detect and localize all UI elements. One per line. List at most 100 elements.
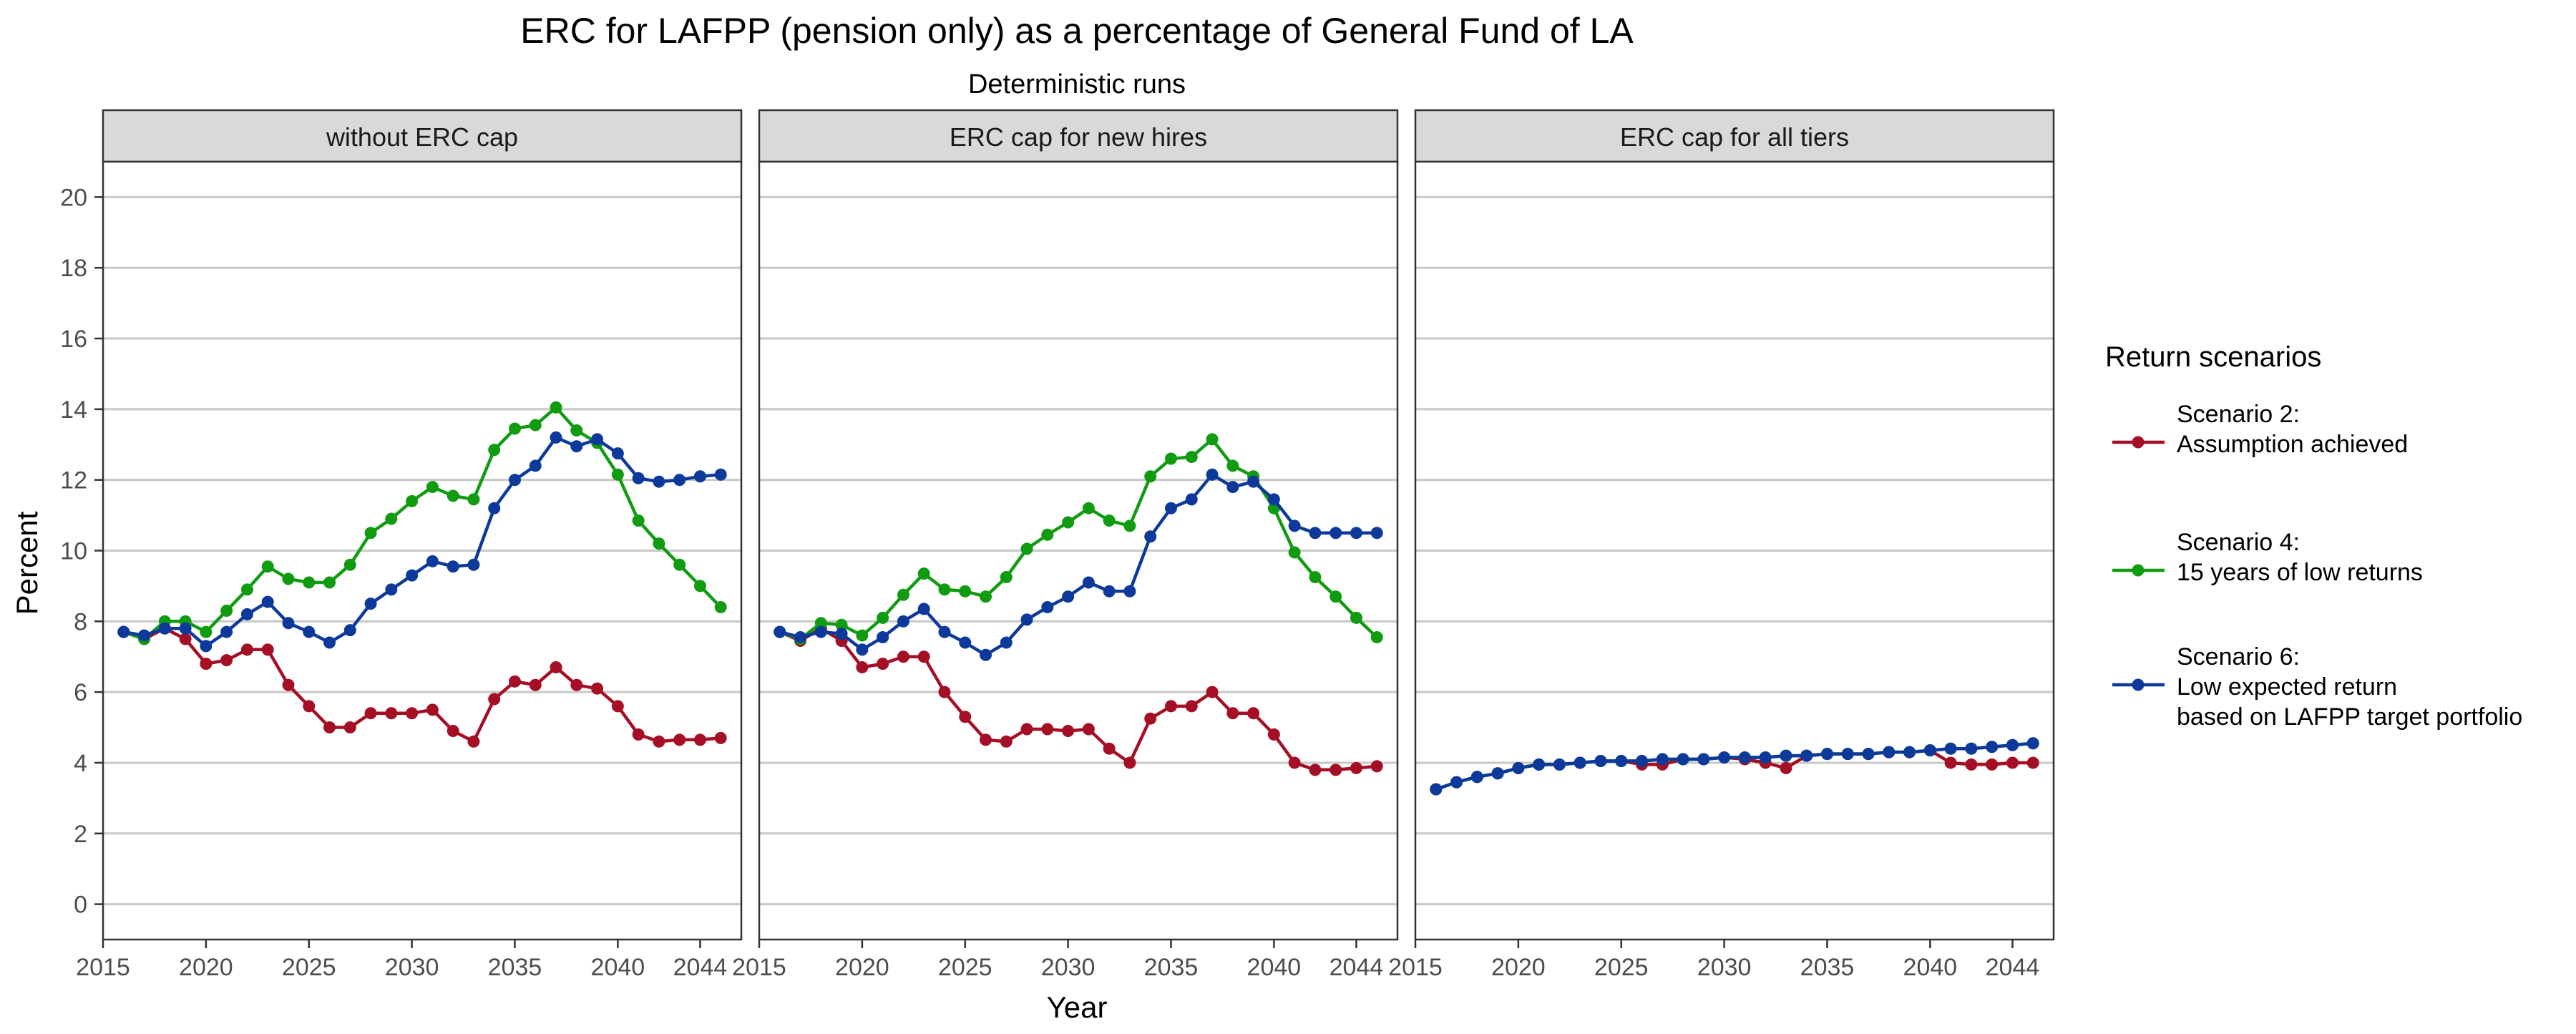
data-point: [1615, 754, 1628, 767]
data-point: [303, 576, 316, 589]
legend-label-line: Low expected return: [2177, 673, 2397, 701]
data-point: [570, 678, 583, 691]
data-point: [467, 493, 480, 506]
data-point: [570, 424, 583, 437]
chart-title: ERC for LAFPP (pension only) as a percen…: [520, 11, 1634, 51]
data-point: [261, 560, 274, 573]
x-tick-label: 2025: [282, 954, 336, 981]
data-point: [1000, 571, 1013, 584]
data-point: [1697, 753, 1710, 766]
data-point: [1986, 741, 1999, 753]
legend-label: Scenario 4: 15 years of low returns: [2177, 529, 2423, 586]
data-point: [385, 707, 398, 720]
data-point: [1062, 724, 1075, 737]
data-point: [611, 468, 624, 481]
data-point: [2006, 756, 2019, 769]
data-point: [343, 624, 356, 637]
data-point: [897, 588, 909, 601]
data-point: [1330, 590, 1342, 603]
data-point: [364, 598, 377, 610]
data-point: [1226, 481, 1239, 494]
data-point: [1144, 530, 1157, 543]
legend-label-line: Scenario 2:: [2177, 401, 2300, 428]
data-point: [1288, 520, 1301, 532]
data-point: [980, 733, 992, 746]
x-tick-label: 2015: [1388, 954, 1443, 981]
data-point: [117, 625, 130, 638]
data-point: [653, 475, 665, 488]
data-point: [364, 527, 377, 540]
data-point: [1082, 723, 1095, 736]
data-point: [261, 643, 274, 656]
data-point: [550, 401, 562, 414]
x-tick-label: 2020: [1491, 954, 1546, 981]
data-point: [1677, 753, 1689, 766]
legend-label-line: Assumption achieved: [2177, 431, 2408, 458]
data-point: [426, 481, 439, 494]
data-point: [343, 721, 356, 734]
data-point: [1267, 493, 1280, 506]
data-point: [1206, 468, 1219, 481]
data-point: [200, 658, 213, 670]
data-point: [406, 569, 419, 582]
data-point: [303, 625, 316, 638]
data-point: [1883, 746, 1896, 759]
data-point: [1144, 470, 1157, 483]
x-tick-label: 2044: [673, 954, 728, 981]
panel-border: [758, 160, 1399, 941]
data-point: [488, 444, 501, 457]
data-point: [1965, 742, 1978, 755]
data-point: [1041, 601, 1054, 614]
data-point: [938, 686, 951, 698]
data-point: [1164, 502, 1177, 514]
x-tick-label: 2044: [1986, 954, 2040, 981]
y-tick-label: 0: [74, 892, 87, 919]
data-point: [1103, 585, 1116, 598]
y-tick-label: 10: [60, 538, 87, 565]
y-tick-label: 16: [60, 326, 87, 353]
data-point: [835, 618, 848, 631]
data-point: [1800, 749, 1813, 762]
data-point: [1123, 756, 1136, 769]
chart-subtitle: Deterministic runs: [968, 69, 1186, 99]
data-point: [693, 733, 706, 746]
data-point: [385, 512, 398, 525]
data-point: [550, 431, 562, 444]
data-point: [1247, 475, 1260, 488]
panel-border: [1414, 160, 2055, 941]
data-point: [1862, 748, 1875, 761]
data-point: [1780, 749, 1792, 762]
data-point: [467, 558, 480, 571]
data-point: [1370, 527, 1383, 540]
legend-marker: [2132, 678, 2145, 691]
data-point: [488, 693, 501, 706]
data-point: [282, 617, 295, 630]
data-point: [1430, 783, 1443, 796]
data-point: [261, 595, 274, 608]
y-tick-label: 20: [60, 184, 87, 211]
data-point: [508, 422, 521, 435]
data-point: [158, 622, 171, 635]
x-tick-label: 2035: [1144, 954, 1199, 981]
data-point: [1759, 751, 1772, 764]
data-point: [1062, 590, 1075, 603]
data-point: [138, 629, 151, 642]
data-point: [343, 558, 356, 571]
data-point: [179, 622, 192, 635]
facet-panel: ERC cap for new hires 2015 2020 2025 2030 203…: [732, 109, 1399, 981]
data-point: [938, 625, 951, 638]
data-point: [1247, 707, 1260, 720]
legend-label-line: Scenario 4:: [2177, 529, 2300, 556]
data-point: [1450, 776, 1463, 789]
data-point: [1718, 751, 1731, 764]
data-point: [917, 567, 930, 580]
facet-title: without ERC cap: [326, 122, 518, 152]
data-point: [467, 735, 480, 748]
data-point: [1000, 735, 1013, 748]
facet-title: ERC cap for all tiers: [1620, 122, 1849, 152]
data-point: [447, 560, 459, 573]
data-point: [1267, 728, 1280, 741]
data-point: [1206, 433, 1219, 446]
data-point: [220, 604, 233, 617]
